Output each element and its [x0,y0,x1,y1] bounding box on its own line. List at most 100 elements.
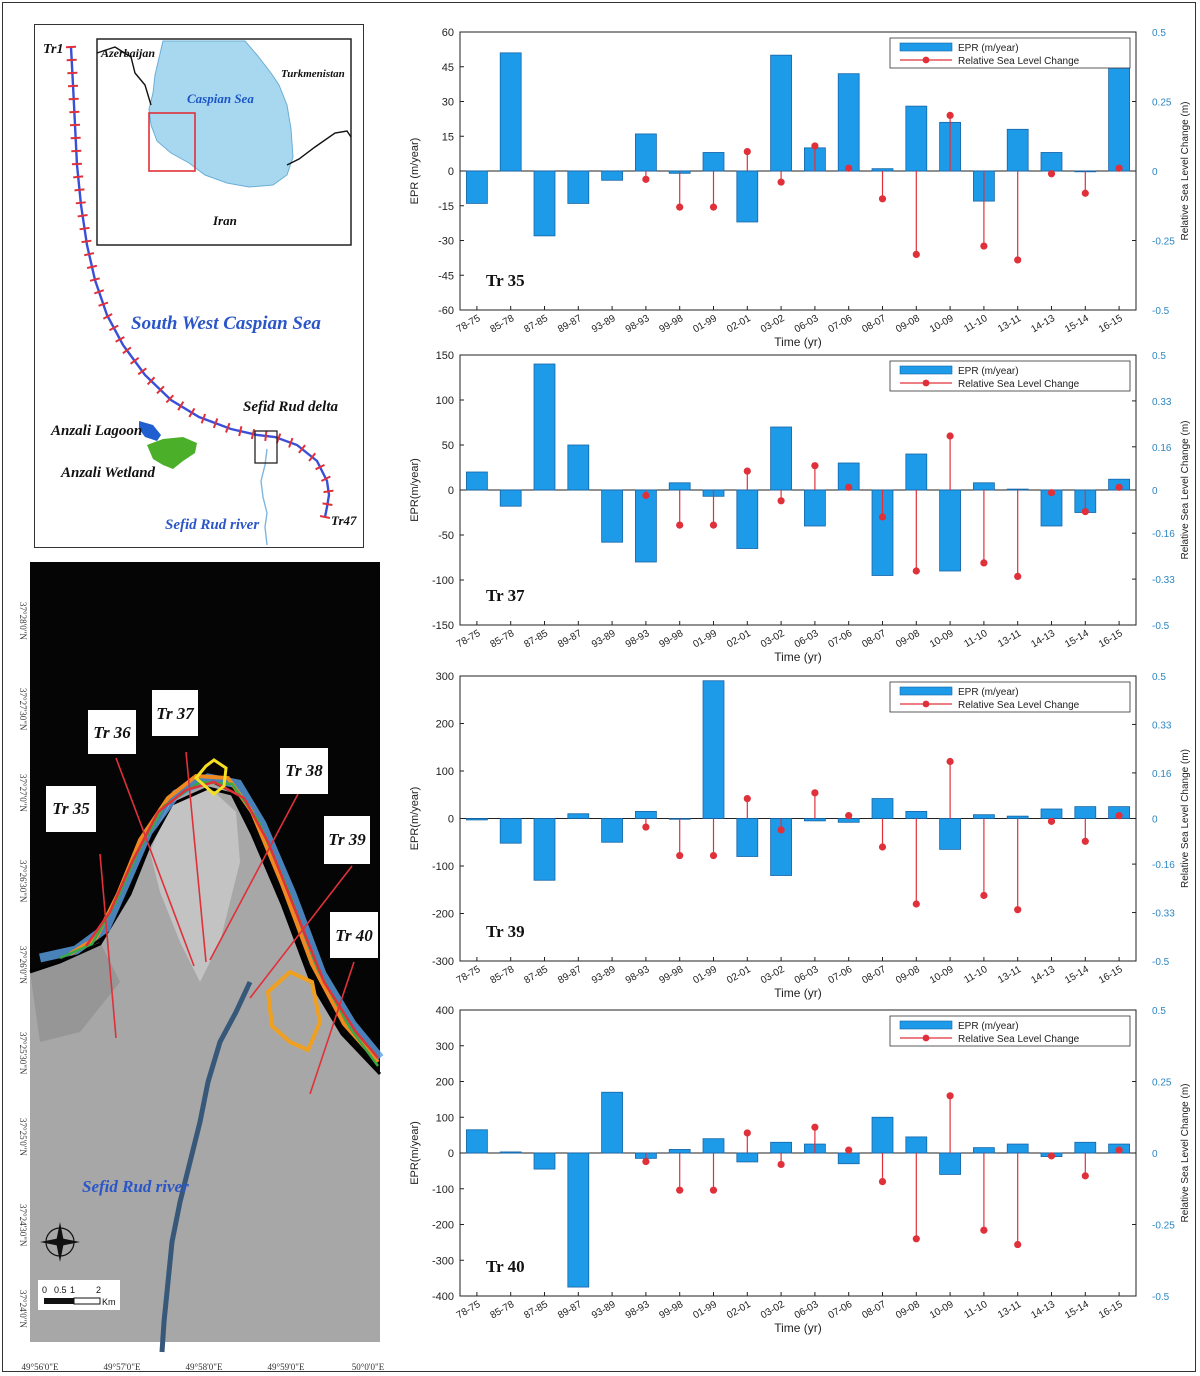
sea-level-point [811,1123,819,1131]
sea-level-point [709,1186,718,1194]
transect-tick [81,239,92,244]
x-tick-label: 13-11 [996,628,1023,650]
legend-point-swatch [922,700,930,708]
label-south-west-caspian-sea: South West Caspian Sea [131,313,321,334]
y-tick-label: -45 [438,270,454,282]
transect-line-tr38 [209,793,299,961]
x-tick-label: 85-78 [489,628,517,651]
x-tick-label: 02-01 [725,313,753,336]
transect-line-tr35 [99,853,117,1039]
epr-bar [601,1091,623,1154]
legend-point-swatch [922,379,930,387]
y2-tick-label: 0.5 [1152,351,1166,362]
x-tick-label: 01-99 [691,1299,719,1322]
transect-tick [200,413,207,424]
epr-bar [668,1149,691,1154]
scale-tick-05: 0.5 [54,1285,67,1295]
y-tick-label: -60 [438,305,454,317]
epr-bar [1074,1141,1097,1154]
sea-level-point [743,467,751,475]
transect-tick [225,422,231,433]
y2-axis-label: Relative Sea Level Change (m) [1180,749,1191,888]
x-tick-label: 02-01 [725,1299,753,1322]
epr-bar [635,133,657,172]
x-axis-label: Time (yr) [774,1321,822,1335]
satellite-river-label: Sefid Rud river [82,1177,189,1196]
sea-level-point [709,521,718,529]
latitude-label: 37°28'0"N [18,602,28,640]
x-tick-label: 13-11 [996,1299,1023,1321]
land-texture [30,942,120,1042]
x-tick-label: 06-03 [793,313,821,336]
sea-level-point [1014,256,1022,264]
y2-tick-label: -0.33 [1152,575,1175,586]
epr-bar [736,170,759,223]
sea-level-point [912,250,920,258]
y2-tick-label: 0.5 [1152,28,1166,39]
chart-1: -150 -100 -50 0 50 100 150 -0.5 -0.33 -0.16 0 0.16 0… [409,350,1191,664]
x-tick-label: 87-85 [522,964,550,987]
x-tick-label: 16-15 [1097,313,1125,336]
y-tick-label: 15 [442,131,454,143]
x-tick-label: 78-75 [455,313,483,336]
x-tick-label: 07-06 [827,313,855,336]
sea-level-point [676,521,684,529]
transect-tick [83,252,95,257]
x-tick-label: 89-87 [556,628,584,651]
y-tick-label: 0 [448,485,454,497]
sea-level-point [1115,812,1123,820]
transect-tick [264,430,268,442]
chart-2: -300 -200 -100 0 100 200 300 -0.5 -0.33 -0.16 0 0.1… [409,671,1191,1000]
x-tick-label: 14-13 [1029,628,1057,651]
transect-label-tr39-box: Tr 39 [324,816,370,864]
transect-tick [77,213,88,218]
transect-label-tr36-box: Tr 36 [88,710,136,754]
x-tick-label: 14-13 [1029,964,1057,987]
transect-tick [66,58,77,62]
x-tick-label: 78-75 [455,964,483,987]
x-tick-label: 98-93 [624,1299,652,1322]
x-tick-label: 93-89 [590,313,618,336]
x-tick-label: 11-10 [962,628,989,650]
epr-bar [533,1152,556,1170]
transect-tick [320,475,331,482]
epr-bar [736,489,759,549]
x-tick-label: 11-10 [962,313,989,335]
latitude-labels: 37°28'0"N 37°27'30"N 37°27'0"N 37°26'30"N 37… [18,602,28,1328]
sea-level-point [1115,483,1123,491]
sea-level-point [845,483,853,491]
y-tick-label: 200 [436,1077,454,1089]
transect-tick [315,463,325,471]
epr-bar [1074,806,1097,819]
legend: EPR (m/year) Relative Sea Level Change [889,360,1131,392]
scale-bar: 0 0.5 1 2 Km [38,1280,120,1310]
y-tick-label: 300 [436,671,454,683]
epr-bar [668,482,691,491]
epr-bar [533,363,556,491]
y-axis-label: EPR(m/year) [409,1121,421,1185]
longitude-label: 49°58'0"E [186,1362,223,1372]
x-tick-label: 78-75 [455,1299,483,1322]
sea-level-point [777,1160,785,1169]
sea-level-point [676,851,684,860]
sea-level-point [912,567,920,575]
sea-level-point [1081,189,1089,197]
y-tick-label: 0 [448,1148,454,1160]
transect-tick [177,401,185,411]
epr-bar [871,798,894,819]
legend-bar-swatch [899,365,953,375]
scale-tick-0: 0 [42,1285,47,1295]
y2-tick-label: 0 [1152,167,1158,178]
transect-line-tr37 [185,751,207,963]
sea-level-point [642,175,650,183]
label-anzali-lagoon: Anzali Lagoon [50,423,142,439]
x-tick-label: 99-98 [658,964,686,987]
transect-label-tr40-box: Tr 40 [330,912,378,958]
transect-label-tr38-box: Tr 38 [280,748,328,794]
x-tick-label: 10-09 [928,964,956,987]
transect-tick [98,301,109,307]
y2-tick-label: 0.16 [1152,769,1172,780]
legend-bar-swatch [899,42,953,52]
epr-bar [601,170,623,181]
sea-level-point [980,242,988,250]
